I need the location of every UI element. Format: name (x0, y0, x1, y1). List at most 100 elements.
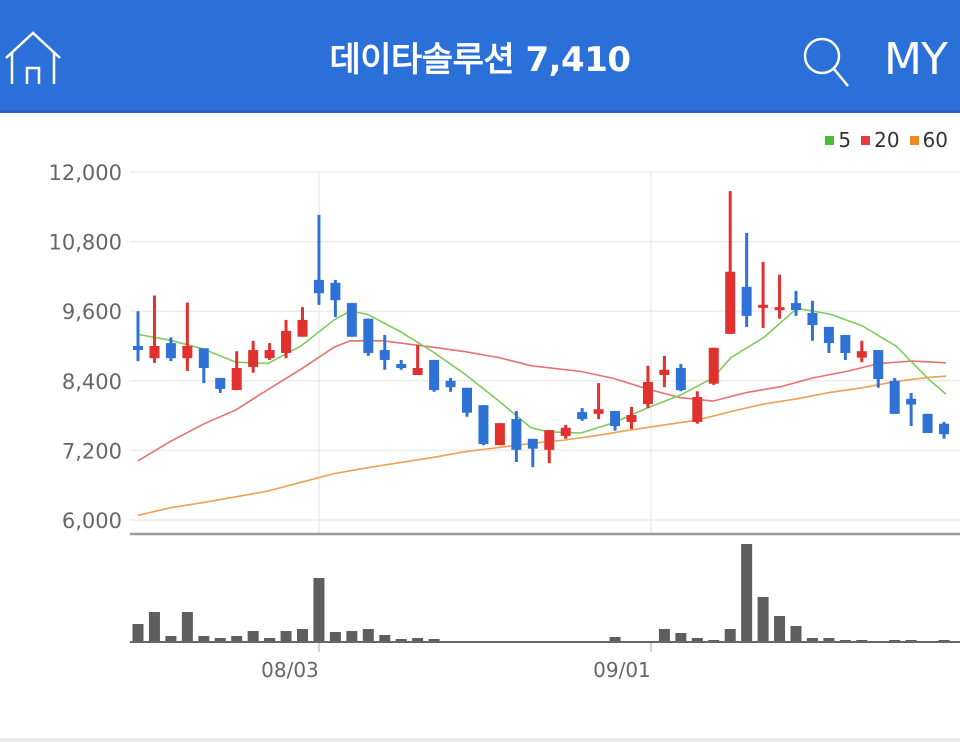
volume-bar (724, 629, 736, 642)
candle[interactable] (248, 340, 259, 373)
legend-swatch-icon (825, 135, 835, 145)
volume-bar (395, 639, 407, 642)
volume-bar (412, 638, 424, 642)
candle[interactable] (823, 326, 834, 353)
candle[interactable] (692, 391, 703, 424)
candle[interactable] (182, 302, 193, 371)
candle[interactable] (906, 392, 917, 427)
volume-bar (313, 578, 325, 642)
legend-ma20[interactable]: 20 (861, 128, 900, 152)
volume-bar (148, 612, 160, 642)
search-icon (803, 37, 849, 87)
candle[interactable] (149, 295, 160, 363)
candle[interactable] (133, 311, 143, 362)
volume-bar (790, 626, 802, 642)
x-tick-label: 08/03 (261, 658, 319, 682)
candle[interactable] (642, 365, 653, 409)
candle[interactable] (889, 377, 900, 414)
candle[interactable] (396, 359, 407, 370)
volume-bar (774, 616, 786, 642)
legend-ma60[interactable]: 60 (909, 128, 948, 152)
candle[interactable] (741, 232, 752, 327)
candle[interactable] (264, 343, 275, 360)
my-button[interactable]: MY (884, 34, 948, 85)
volume-bar (181, 612, 193, 642)
candle[interactable] (198, 348, 209, 384)
candle[interactable] (774, 274, 785, 319)
candle[interactable] (429, 359, 440, 392)
volume-bar (428, 639, 440, 642)
candle[interactable] (346, 303, 357, 337)
candle[interactable] (544, 430, 555, 464)
candle[interactable] (313, 214, 324, 305)
candle[interactable] (873, 350, 884, 388)
y-tick-label: 6,000 (62, 509, 122, 533)
candle[interactable] (708, 347, 719, 385)
y-tick-label: 7,200 (62, 439, 122, 463)
volume-bar (198, 636, 210, 642)
candle[interactable] (494, 423, 505, 446)
volume-bar (823, 638, 835, 642)
candle[interactable] (297, 307, 308, 337)
chart-legend: 5 20 60 (825, 128, 948, 152)
candle[interactable] (363, 318, 374, 356)
volume-bar (346, 631, 358, 642)
candle[interactable] (626, 406, 637, 429)
candle[interactable] (527, 438, 538, 468)
candle[interactable] (577, 408, 588, 421)
candle[interactable] (610, 410, 621, 431)
candle[interactable] (758, 261, 769, 329)
volume-bar (329, 632, 341, 642)
page-title: 데이타솔루션 7,410 (329, 40, 631, 80)
legend-swatch-icon (909, 135, 919, 145)
volume-bar (675, 633, 687, 642)
candle[interactable] (560, 424, 571, 439)
volume-bar (691, 638, 703, 642)
candle[interactable] (330, 279, 341, 317)
candle[interactable] (939, 421, 950, 439)
legend-label: 60 (922, 128, 948, 152)
candle[interactable] (840, 334, 851, 360)
volume-bar (609, 637, 621, 642)
ma20-line (137, 340, 947, 462)
y-tick-label: 9,600 (62, 300, 122, 324)
search-button[interactable] (800, 36, 854, 88)
legend-ma5[interactable]: 5 (825, 128, 851, 152)
candle[interactable] (215, 377, 226, 393)
candle[interactable] (445, 377, 456, 392)
top-bar-border (0, 110, 960, 113)
candle[interactable] (922, 413, 933, 433)
volume-bar (132, 624, 144, 642)
candle[interactable] (462, 387, 472, 417)
volume-bar (297, 629, 308, 642)
candle[interactable] (231, 351, 242, 391)
candle[interactable] (856, 340, 867, 363)
y-tick-label: 12,000 (49, 161, 122, 185)
candle[interactable] (807, 300, 818, 341)
volume-bar (264, 638, 276, 642)
candle[interactable] (791, 290, 801, 316)
candle[interactable] (412, 344, 423, 375)
y-tick-label: 10,800 (49, 231, 122, 255)
volume-bar (757, 597, 769, 642)
top-bar: 데이타솔루션 7,410 MY (0, 0, 960, 110)
volume-bar (658, 629, 670, 642)
volume-bar (247, 631, 259, 642)
candle[interactable] (379, 334, 390, 370)
home-button[interactable] (4, 30, 62, 86)
candle[interactable] (511, 410, 522, 462)
y-tick-label: 8,400 (62, 370, 122, 394)
volume-bar (280, 631, 292, 642)
candle[interactable] (725, 191, 736, 334)
candle[interactable] (281, 319, 292, 359)
candle[interactable] (675, 363, 686, 392)
volume-bar (806, 638, 818, 642)
volume-bar (379, 635, 391, 642)
volume-bar (231, 636, 243, 642)
candle[interactable] (593, 383, 604, 420)
legend-label: 20 (874, 128, 900, 152)
candle[interactable] (659, 355, 670, 388)
candle[interactable] (165, 337, 176, 362)
candle[interactable] (478, 405, 489, 446)
